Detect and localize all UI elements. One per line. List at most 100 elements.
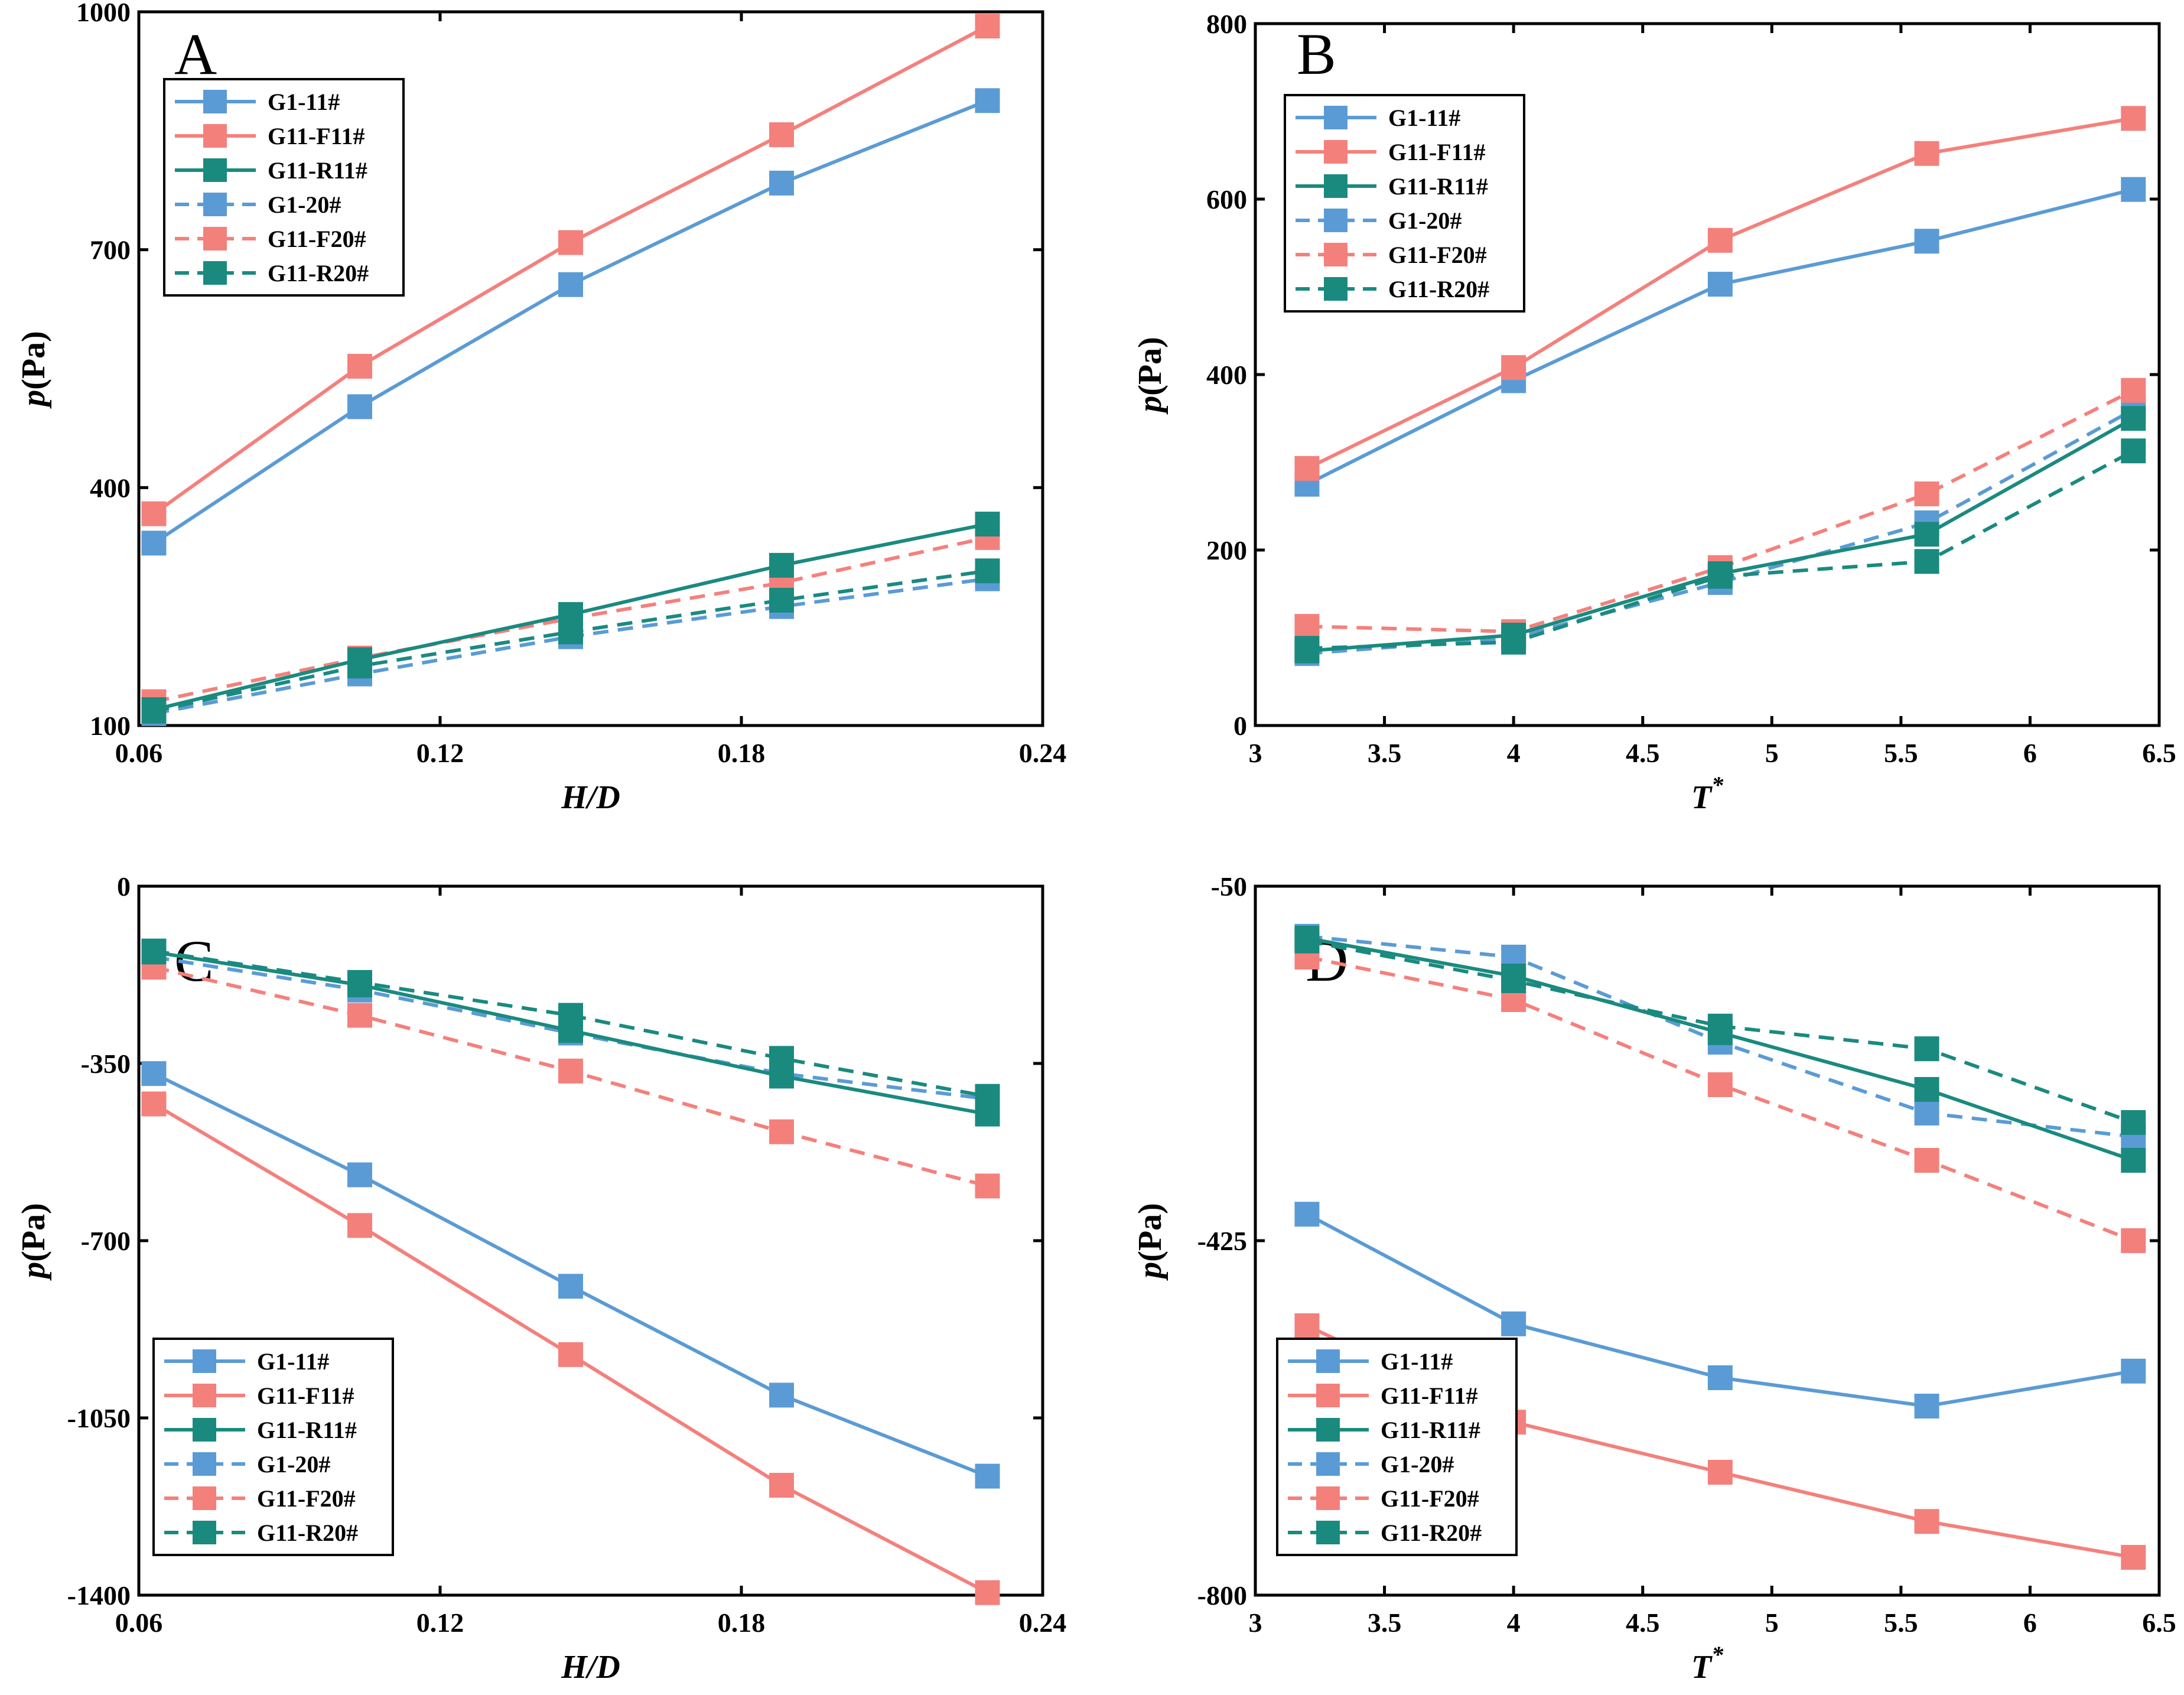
y-tick-label: 400 xyxy=(1206,360,1247,390)
legend-label: G11-R20# xyxy=(1388,276,1489,302)
legend-marker xyxy=(1316,1418,1340,1442)
data-point-marker xyxy=(769,1382,794,1408)
x-tick-label: 0.24 xyxy=(1019,738,1067,768)
series-line-g120 xyxy=(1307,408,2134,656)
series-line-g11r20 xyxy=(154,949,988,1098)
legend-marker xyxy=(1316,1349,1340,1373)
data-point-marker xyxy=(1914,1394,1939,1419)
legend-label: G11-R11# xyxy=(1381,1417,1480,1443)
data-point-marker xyxy=(141,697,167,723)
legend-label: G1-20# xyxy=(1388,207,1462,234)
data-point-marker xyxy=(1914,229,1939,254)
legend-label: G1-11# xyxy=(257,1348,329,1375)
legend-marker xyxy=(1324,140,1347,164)
legend-label: G11-F20# xyxy=(268,226,366,252)
data-point-marker xyxy=(141,531,167,556)
legend-marker xyxy=(1324,209,1347,232)
legend-label: G1-11# xyxy=(268,89,340,115)
y-axis-title: p(Pa) xyxy=(1132,337,1169,415)
legend-marker xyxy=(193,1521,216,1544)
legend: G1-11# G11-F11# G11-R11# G1-20# G11-F20# G11-… xyxy=(163,78,405,297)
legend-label: G11-R20# xyxy=(257,1520,358,1546)
panel-b: 3 3.5 4 4.5 5 5.5 6 6.5 0 200 400 600 800 T* p(Pa) B G1-… xyxy=(1132,9,2176,816)
x-tick-label: 5 xyxy=(1765,1608,1779,1638)
data-point-marker xyxy=(347,1213,372,1238)
series-line-g11r20 xyxy=(1307,449,2134,650)
x-tick-label: 5.5 xyxy=(1884,1608,1918,1638)
legend-box xyxy=(163,78,405,297)
data-point-marker xyxy=(975,558,1000,584)
legend-label: G1-20# xyxy=(1381,1451,1454,1478)
x-tick-label: 4.5 xyxy=(1626,738,1660,768)
data-point-marker xyxy=(769,552,794,578)
data-point-marker xyxy=(558,1018,583,1043)
data-point-marker xyxy=(1914,1101,1939,1125)
legend-label: G1-11# xyxy=(1381,1348,1453,1375)
legend-marker xyxy=(1316,1452,1340,1476)
data-point-marker xyxy=(2121,438,2146,464)
legend-label: G11-R20# xyxy=(1381,1520,1482,1546)
data-point-marker xyxy=(1914,549,1939,574)
data-point-marker xyxy=(1294,1313,1320,1338)
x-tick-label: 0.12 xyxy=(416,1608,464,1638)
data-point-marker xyxy=(1501,355,1526,380)
data-point-marker xyxy=(2121,406,2146,431)
legend-label: G11-F20# xyxy=(1381,1485,1479,1512)
data-point-marker xyxy=(975,1173,1000,1199)
x-axis-title: T* xyxy=(1691,772,1724,816)
y-tick-label: 800 xyxy=(1206,9,1247,39)
legend-marker xyxy=(1324,277,1347,301)
data-point-marker xyxy=(347,394,372,419)
legend: G1-11# G11-F11# G11-R11# G1-20# G11-F20# G11-… xyxy=(152,1338,394,1556)
legend-marker xyxy=(203,261,227,285)
data-point-marker xyxy=(1707,1072,1733,1097)
data-point-marker xyxy=(975,1463,1000,1489)
legend-marker xyxy=(1316,1521,1340,1544)
data-point-marker xyxy=(975,1580,1000,1605)
data-point-marker xyxy=(558,602,583,627)
legend-marker xyxy=(203,227,227,250)
data-point-marker xyxy=(1294,638,1320,663)
data-point-marker xyxy=(1914,1036,1939,1062)
data-point-marker xyxy=(1914,141,1939,166)
legend-box xyxy=(1284,94,1525,313)
data-point-marker xyxy=(347,1003,372,1028)
data-point-marker xyxy=(141,1061,167,1086)
x-axis-title-text: H/D xyxy=(561,779,620,816)
data-point-marker xyxy=(1294,614,1320,639)
legend-marker xyxy=(193,1418,216,1442)
legend-marker xyxy=(193,1486,216,1510)
y-axis-title-unit: (Pa) xyxy=(15,331,52,390)
y-tick-label: -1400 xyxy=(67,1580,131,1611)
data-point-marker xyxy=(141,1091,167,1117)
series-line-g11f20 xyxy=(1307,389,2134,634)
data-point-marker xyxy=(558,1058,583,1084)
y-tick-label: -700 xyxy=(81,1226,131,1256)
legend-marker xyxy=(193,1349,216,1373)
y-tick-label: -50 xyxy=(1211,871,1247,902)
x-axis-title-text: T xyxy=(1691,1649,1713,1686)
panel-d: 3 3.5 4 4.5 5 5.5 6 6.5-800-425-50T*p(Pa)DG1-11… xyxy=(1132,871,2176,1686)
data-point-marker xyxy=(1707,1020,1733,1045)
panel-label: B xyxy=(1297,21,1336,87)
x-tick-label: 0.18 xyxy=(718,738,766,768)
legend-marker xyxy=(203,124,227,148)
data-point-marker xyxy=(558,1274,583,1299)
legend: G1-11# G11-F11# G11-R11# G1-20# G11-F20# G11-… xyxy=(1276,1338,1518,1556)
y-tick-label: 0 xyxy=(1233,711,1247,741)
y-axis-title-var: p xyxy=(15,390,52,409)
x-tick-label: 6.5 xyxy=(2142,738,2176,768)
data-point-marker xyxy=(2121,1228,2146,1253)
data-point-marker xyxy=(2121,1545,2146,1570)
y-axis-title-var: p xyxy=(1132,396,1169,415)
data-point-marker xyxy=(975,88,1000,113)
data-point-marker xyxy=(2121,378,2146,403)
data-point-marker xyxy=(975,14,1000,39)
legend-label: G11-F11# xyxy=(1388,139,1485,165)
data-point-marker xyxy=(2121,1358,2146,1384)
data-point-marker xyxy=(1707,1460,1733,1485)
data-point-marker xyxy=(1707,272,1733,297)
y-tick-label: 0 xyxy=(117,871,131,902)
data-point-marker xyxy=(2121,177,2146,202)
data-point-marker xyxy=(1914,1509,1939,1534)
